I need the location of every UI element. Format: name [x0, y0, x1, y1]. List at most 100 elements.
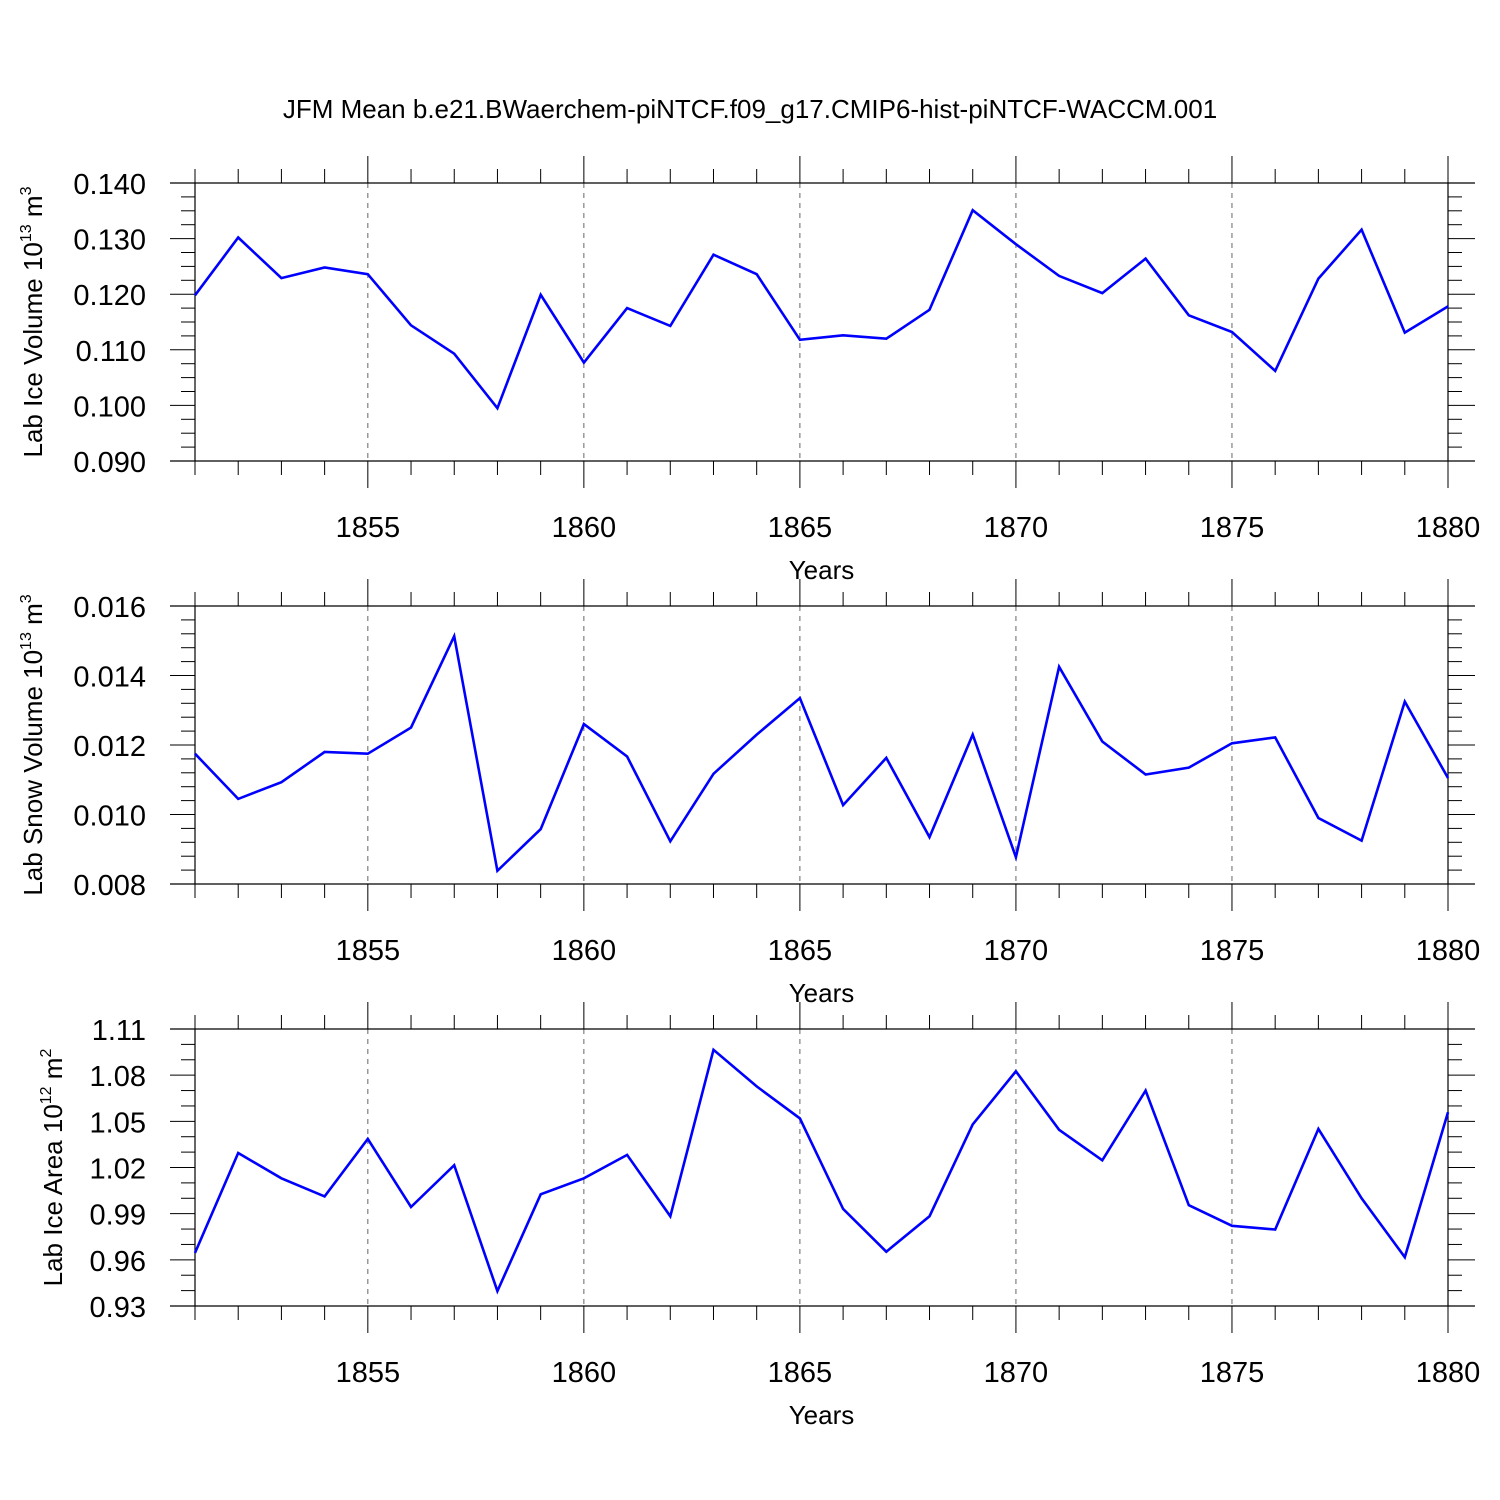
data-point: [495, 1289, 499, 1293]
data-point: [1446, 1110, 1450, 1114]
data-point: [884, 1250, 888, 1254]
x-tick-label: 1870: [984, 512, 1049, 544]
y-tick-label: 1.02: [90, 1154, 146, 1186]
data-point: [841, 333, 845, 337]
series-line: [194, 631, 1450, 874]
data-point: [193, 752, 197, 756]
y-tick-label: 1.08: [90, 1061, 146, 1093]
y-axis-label-unit: m: [18, 195, 48, 224]
data-point: [452, 634, 456, 638]
data-point: [1360, 839, 1364, 843]
data-point: [409, 323, 413, 327]
data-point: [193, 1251, 197, 1255]
x-tick-label: 1860: [552, 935, 617, 967]
data-point: [928, 835, 932, 839]
data-point: [1316, 277, 1320, 281]
x-tick-label: 1865: [768, 1357, 833, 1389]
data-point: [1230, 330, 1234, 334]
data-point: [1360, 228, 1364, 232]
data-point: [323, 266, 327, 270]
data-point: [366, 272, 370, 276]
y-tick-label: 1.11: [92, 1015, 146, 1047]
data-point: [1144, 257, 1148, 261]
data-point: [1403, 700, 1407, 704]
data-point: [539, 1192, 543, 1196]
data-point: [236, 1151, 240, 1155]
data-point: [1014, 855, 1018, 859]
x-axis-label: Years: [789, 555, 855, 585]
data-point: [625, 1153, 629, 1157]
data-point: [711, 1048, 715, 1052]
data-point: [323, 1194, 327, 1198]
y-tick-label: 0.140: [73, 169, 146, 201]
data-point: [798, 338, 802, 342]
data-point: [971, 733, 975, 737]
data-point: [971, 208, 975, 212]
chart-title: JFM Mean b.e21.BWaerchem-piNTCF.f09_g17.…: [283, 94, 1217, 124]
y-axis-label-unit: m: [18, 603, 48, 632]
x-tick-label: 1855: [336, 1357, 401, 1389]
chart-panel-3: 1855 1860 1865 1870 1875 1880 Years 0.93 0.96 0.9…: [38, 1002, 1480, 1430]
y-tick-label: 0.010: [73, 801, 146, 833]
data-point: [884, 337, 888, 341]
data-point: [452, 1163, 456, 1167]
y-tick-label: 0.100: [73, 391, 146, 423]
data-point: [366, 1137, 370, 1141]
data-point: [539, 293, 543, 297]
data-point: [582, 361, 586, 365]
data-point: [625, 306, 629, 310]
data-point: [711, 253, 715, 257]
data-point: [841, 1207, 845, 1211]
y-axis-label-main: Lab Ice Area 10: [38, 1104, 68, 1286]
data-point: [236, 797, 240, 801]
y-axis-label-exponent: 12: [38, 1086, 55, 1104]
data-point: [1273, 369, 1277, 373]
data-point: [279, 1176, 283, 1180]
data-point: [1273, 735, 1277, 739]
y-axis-label-exponent: 13: [18, 632, 35, 650]
chart-panel-1: 1855 1860 1865 1870 1875 1880 Years 0.090 0.100 0…: [18, 156, 1480, 585]
data-point: [409, 1205, 413, 1209]
data-point: [928, 308, 932, 312]
data-point: [1316, 816, 1320, 820]
data-point: [1316, 1127, 1320, 1131]
y-tick-label: 0.012: [73, 731, 146, 763]
data-point: [841, 803, 845, 807]
y-axis-label: Lab Snow Volume 1013 m3: [18, 594, 48, 895]
y-axis-label: Lab Ice Area 1012 m2: [38, 1049, 68, 1287]
data-point: [668, 839, 672, 843]
chart-panel-2: 1855 1860 1865 1870 1875 1880 Years 0.008 0.010 0…: [18, 579, 1480, 1008]
x-tick-label: 1880: [1416, 512, 1481, 544]
data-point: [1057, 1128, 1061, 1132]
data-point: [366, 752, 370, 756]
data-point: [236, 235, 240, 239]
data-point: [711, 772, 715, 776]
y-tick-label: 0.008: [73, 870, 146, 902]
data-point: [279, 276, 283, 280]
x-tick-label: 1870: [984, 935, 1049, 967]
y-axis-label-unit-exponent: 2: [38, 1049, 55, 1058]
y-axis-label: Lab Ice Volume 1013 m3: [18, 186, 48, 457]
data-point: [1230, 741, 1234, 745]
data-point: [1144, 773, 1148, 777]
x-tick-label: 1880: [1416, 1357, 1481, 1389]
x-tick-label: 1880: [1416, 935, 1481, 967]
data-point: [1230, 1224, 1234, 1228]
data-point: [971, 1122, 975, 1126]
data-point: [1187, 766, 1191, 770]
y-tick-label: 0.014: [73, 662, 146, 694]
data-point: [928, 1214, 932, 1218]
data-point: [193, 293, 197, 297]
data-point: [1144, 1089, 1148, 1093]
data-point: [798, 696, 802, 700]
data-point: [755, 1084, 759, 1088]
x-tick-label: 1875: [1200, 1357, 1265, 1389]
series-line: [193, 208, 1449, 411]
y-tick-label: 0.93: [90, 1292, 146, 1324]
x-tick-label: 1875: [1200, 935, 1265, 967]
y-axis-label-unit-exponent: 3: [18, 186, 35, 195]
y-tick-label: 1.05: [90, 1107, 146, 1139]
series-line: [193, 1047, 1450, 1295]
y-axis-label-main: Lab Ice Volume 10: [18, 242, 48, 457]
y-tick-label: 0.110: [76, 336, 146, 368]
